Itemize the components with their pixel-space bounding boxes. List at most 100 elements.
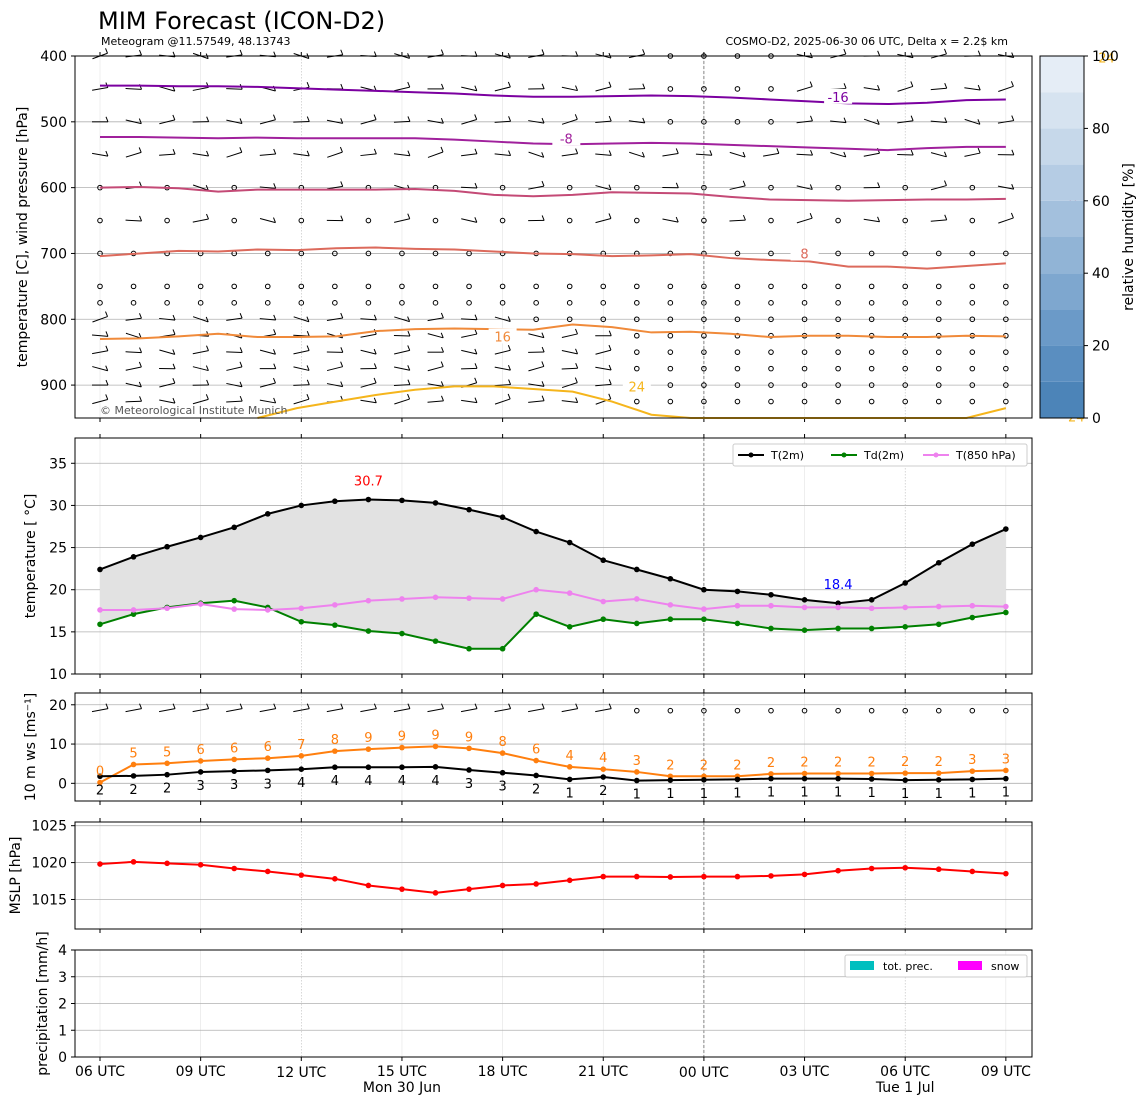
wind-calm-symbol xyxy=(668,87,673,92)
mslp-point xyxy=(164,861,170,867)
time-tick-label: 09 UTC xyxy=(981,1064,1031,1080)
wind-barb-flag xyxy=(945,215,947,220)
wind-calm-symbol xyxy=(970,399,975,404)
wind-mean-label: 2 xyxy=(129,783,137,798)
wind-barb-flag xyxy=(609,394,611,399)
upper-air-ytick-label: 800 xyxy=(40,312,67,328)
wind-mean-label: 1 xyxy=(834,786,842,801)
mslp-point xyxy=(198,862,204,868)
temperature-series-2-point xyxy=(634,596,640,602)
wind-barb xyxy=(461,350,477,354)
mslp-point xyxy=(500,883,506,889)
wind-barb xyxy=(159,400,175,403)
wind-barb-flag xyxy=(475,149,477,154)
temperature-series-2-point xyxy=(902,605,908,611)
wind-calm-symbol xyxy=(836,218,841,223)
temperature-series-1-point xyxy=(567,624,573,630)
wind-mean-label: 1 xyxy=(968,786,976,801)
wind-barb-flag xyxy=(173,329,175,334)
precipitation-ytick-label: 2 xyxy=(58,997,67,1013)
wind10m-barb xyxy=(159,709,175,712)
wind-gust-point xyxy=(265,755,271,761)
temperature-series-0-point xyxy=(600,557,606,563)
wind-barb-flag xyxy=(575,329,577,334)
upper-air-ytick-label: 500 xyxy=(40,115,67,131)
wind-barb xyxy=(327,367,343,371)
wind-barb xyxy=(226,401,242,402)
wind-barb-flag xyxy=(509,151,511,156)
temperature-series-0-point xyxy=(936,560,942,566)
colorbar-segment xyxy=(1040,128,1084,164)
wind-barb-flag xyxy=(341,50,343,55)
wind-calm-symbol xyxy=(735,399,740,404)
wind-gust-label: 2 xyxy=(834,756,842,771)
temperature-series-0-point xyxy=(131,554,137,560)
wind-barb xyxy=(126,367,142,370)
contour-label: -16 xyxy=(827,91,848,106)
temperature-series-1-point xyxy=(97,621,103,627)
mslp-point xyxy=(902,865,908,871)
wind-barb xyxy=(461,400,477,402)
wind-mean-point xyxy=(936,777,942,783)
wind-calm-symbol xyxy=(769,218,774,223)
temperature-series-1-point xyxy=(701,616,707,622)
temperature-series-2-point xyxy=(835,605,841,611)
wind-calm-symbol xyxy=(433,218,438,223)
wind-barb-flag xyxy=(944,49,946,54)
wind10m-barb xyxy=(360,709,376,712)
wind-calm-symbol xyxy=(265,284,270,289)
wind-mean-label: 3 xyxy=(230,778,238,793)
wind-mean-point xyxy=(902,777,908,783)
wind-barb-flag xyxy=(341,84,343,89)
colorbar-segment xyxy=(1040,56,1084,92)
wind-calm-symbol xyxy=(869,301,874,306)
wind-barb-flag xyxy=(408,380,410,385)
wind-mean-label: 1 xyxy=(666,787,674,802)
wind10m-calm-symbol xyxy=(970,708,975,713)
wind-barb-flag xyxy=(945,83,947,88)
wind-calm-symbol xyxy=(735,366,740,371)
wind-barb-flag xyxy=(374,363,376,368)
wind-mean-label: 1 xyxy=(566,786,574,801)
wind-barb-flag xyxy=(542,49,544,54)
wind-barb-flag xyxy=(408,331,410,336)
wind-barb-flag xyxy=(207,117,209,122)
wind-barb xyxy=(159,87,174,91)
wind-barb xyxy=(126,220,142,221)
wind-calm-symbol xyxy=(467,301,472,306)
temperature-series-1-point xyxy=(768,626,774,632)
wind-barb-flag xyxy=(676,183,678,188)
mslp-point xyxy=(970,869,976,875)
wind-gust-label: 8 xyxy=(498,735,506,750)
temperature-series-0-point xyxy=(466,507,472,513)
time-tick-label: 00 UTC xyxy=(679,1065,729,1081)
wind-barb-flag xyxy=(307,380,309,385)
wind-calm-symbol xyxy=(131,284,136,289)
temperature-series-2-point xyxy=(567,590,573,596)
wind-gust-point xyxy=(634,769,640,775)
mslp-point xyxy=(835,868,841,874)
wind-barb xyxy=(294,399,309,404)
wind-gust-point xyxy=(366,746,372,752)
temperature-series-0-point xyxy=(1003,526,1009,532)
mslp-point xyxy=(533,881,539,887)
colorbar-segment xyxy=(1040,92,1084,128)
colorbar-tick-label: 0 xyxy=(1092,411,1101,427)
wind-barb-flag xyxy=(441,147,443,152)
upper-air-ytick-label: 400 xyxy=(40,49,67,65)
wind10m-barb xyxy=(528,709,544,712)
contour-label: -8 xyxy=(560,132,573,147)
temperature-series-1-point xyxy=(970,615,976,621)
wind-barb xyxy=(897,154,913,155)
wind-gust-label: 0 xyxy=(96,765,104,780)
wind-mean-label: 1 xyxy=(800,786,808,801)
legend-label: snow xyxy=(991,960,1019,973)
wind-barb-flag xyxy=(273,378,275,383)
wind-calm-symbol xyxy=(366,218,371,223)
wind-calm-symbol xyxy=(635,399,640,404)
wind-calm-symbol xyxy=(668,399,673,404)
wind-mean-label: 4 xyxy=(297,776,305,791)
wind-barb xyxy=(360,400,376,403)
wind-mean-point xyxy=(332,764,338,770)
wind-barb-flag xyxy=(408,214,410,219)
